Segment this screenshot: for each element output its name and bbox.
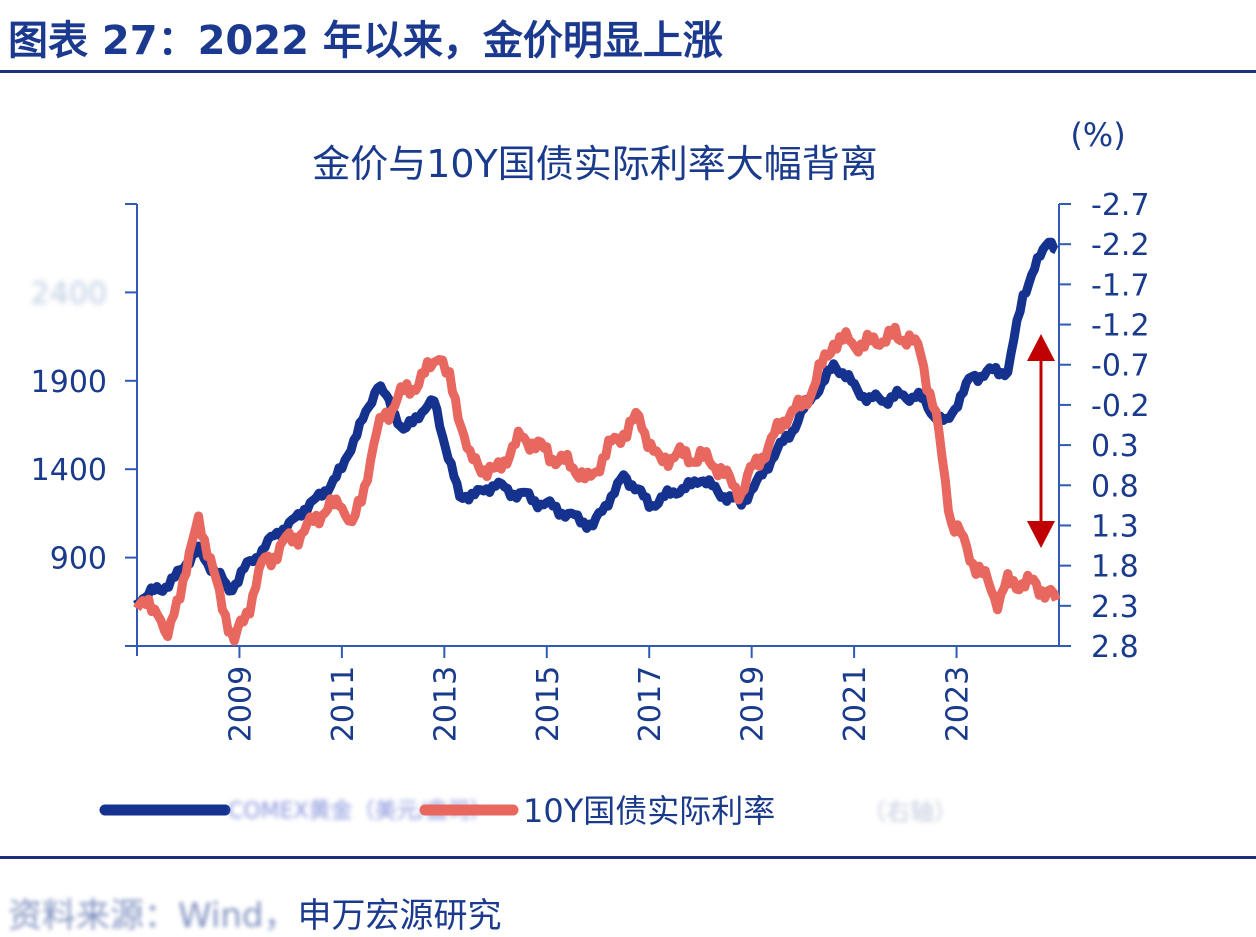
series-real-rate-line [133, 322, 1061, 646]
source-note: 资料来源：Wind，申万宏源研究 [8, 888, 501, 937]
divergence-arrow-down-head [1027, 521, 1055, 548]
right-tick-label: -1.2 [1091, 309, 1150, 344]
x-tick-label: 2017 [633, 666, 668, 742]
legend-rate-suffix: （右轴） [862, 798, 958, 826]
divergence-arrow-up-head [1027, 334, 1055, 361]
left-tick-label: 900 [50, 542, 107, 577]
legend-rate-label: 10Y国债实际利率 [523, 792, 775, 830]
right-tick-label: 0.8 [1091, 469, 1139, 504]
right-axis-unit: (%) [1070, 116, 1125, 154]
right-tick-label: 1.3 [1091, 509, 1139, 544]
right-tick-label: 1.8 [1091, 550, 1139, 585]
left-tick-label-blurred: 2400 [31, 276, 107, 311]
x-tick-label: 2013 [428, 666, 463, 742]
chart-title: 金价与10Y国债实际利率大幅背离 [312, 142, 878, 186]
right-tick-label: -0.2 [1091, 389, 1150, 424]
right-tick-label: 2.8 [1091, 630, 1139, 665]
left-tick-label: 1900 [31, 365, 107, 400]
left-tick-label: 1400 [31, 453, 107, 488]
right-tick-label: -1.7 [1091, 268, 1150, 303]
right-tick-label: -0.7 [1091, 349, 1150, 384]
source-prefix: 资料来源：Wind， [8, 896, 298, 936]
right-tick-label: 2.3 [1091, 590, 1139, 625]
right-tick-label: 0.3 [1091, 429, 1139, 464]
x-tick-label: 2019 [736, 666, 771, 742]
right-tick-label: -2.2 [1091, 228, 1150, 263]
footer-rule [0, 856, 1256, 859]
x-tick-label: 2015 [531, 666, 566, 742]
x-tick-label: 2023 [941, 666, 976, 742]
series-gold-line [133, 237, 1059, 609]
source-label: 申万宏源研究 [297, 896, 502, 936]
x-tick-label: 2021 [838, 666, 873, 742]
figure-title: 图表 27：2022 年以来，金价明显上涨 [8, 18, 723, 64]
x-tick-label: 2011 [326, 666, 361, 742]
title-rule [0, 70, 1256, 73]
x-tick-label: 2009 [223, 666, 258, 742]
right-tick-label: -2.7 [1091, 188, 1150, 223]
